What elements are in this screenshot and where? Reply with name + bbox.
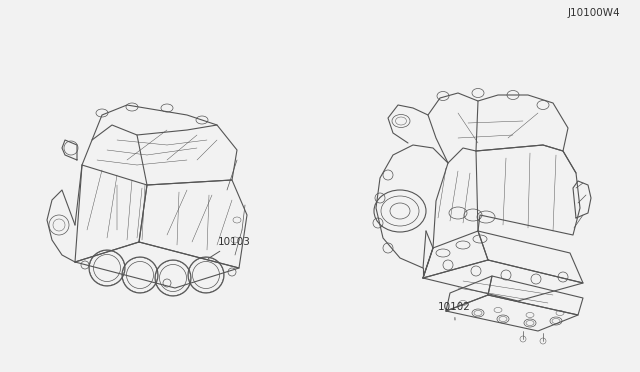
Text: J10100W4: J10100W4	[568, 8, 620, 18]
Text: 10102: 10102	[438, 302, 471, 320]
Text: 10103: 10103	[209, 237, 251, 259]
